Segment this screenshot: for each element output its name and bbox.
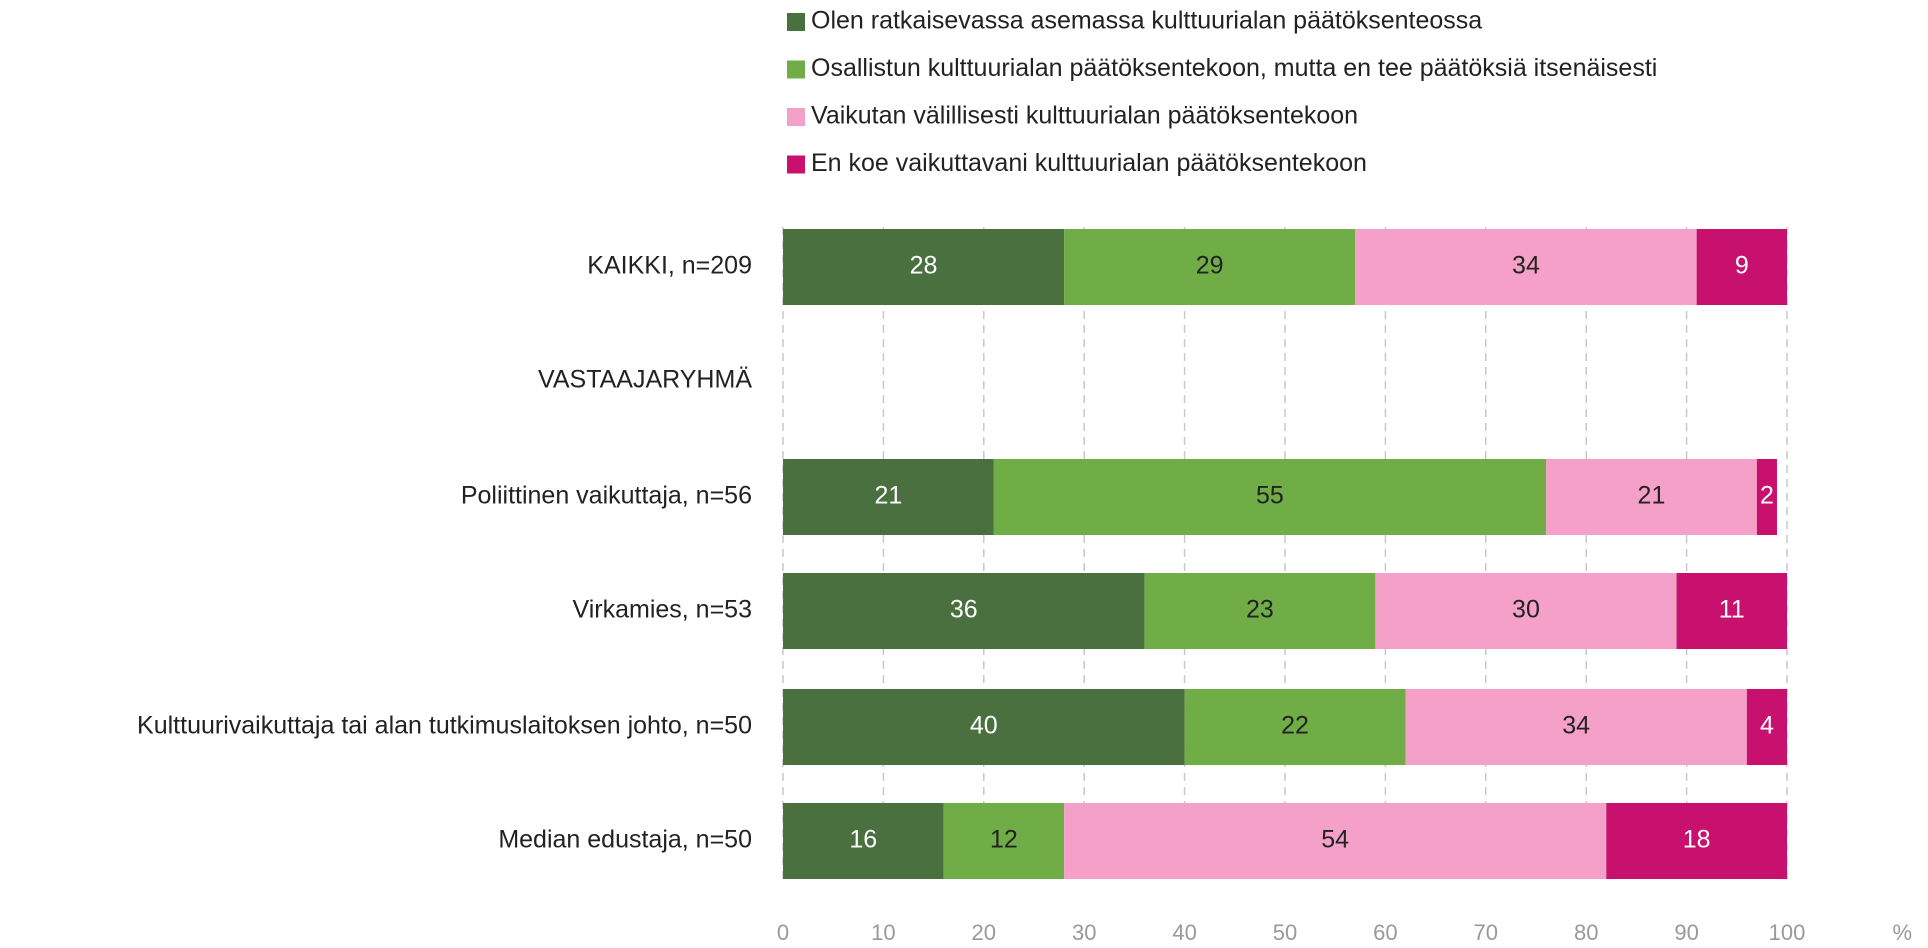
- value-label: 40: [970, 712, 998, 740]
- value-label: 4: [1760, 712, 1774, 740]
- value-label: 22: [1281, 712, 1309, 740]
- legend-label: Vaikutan välillisesti kulttuurialan päät…: [811, 102, 1358, 130]
- legend-label: Osallistun kulttuurialan päätöksentekoon…: [811, 54, 1657, 82]
- value-label: 21: [875, 482, 903, 510]
- bar-segment: [1546, 459, 1757, 535]
- bar-segment: [1676, 573, 1787, 649]
- value-label: 54: [1321, 826, 1349, 854]
- bar-segment: [1355, 229, 1697, 305]
- x-tick-label: 20: [972, 920, 996, 945]
- value-label: 28: [910, 252, 938, 280]
- legend-label: En koe vaikuttavani kulttuurialan päätök…: [811, 149, 1367, 177]
- bar-segment: [1375, 573, 1677, 649]
- x-tick-label: 60: [1373, 920, 1397, 945]
- bar-segment: [1064, 803, 1607, 879]
- legend-swatch: [787, 13, 805, 31]
- x-tick-label: 30: [1072, 920, 1096, 945]
- bar-segment: [783, 459, 994, 535]
- value-label: 34: [1562, 712, 1590, 740]
- bar-segment: [1405, 689, 1747, 765]
- x-tick-label: 70: [1474, 920, 1498, 945]
- legend-label: Olen ratkaisevassa asemassa kulttuuriala…: [811, 7, 1482, 35]
- value-label: 11: [1719, 596, 1745, 624]
- bar-segment: [783, 803, 944, 879]
- category-label: Kulttuurivaikuttaja tai alan tutkimuslai…: [137, 712, 752, 740]
- bar-segment: [783, 229, 1065, 305]
- x-tick-label: 10: [871, 920, 895, 945]
- x-tick-label: 50: [1273, 920, 1297, 945]
- legend-swatch: [787, 108, 805, 126]
- category-label: VASTAAJARYHMÄ: [538, 366, 752, 394]
- value-label: 29: [1196, 252, 1224, 280]
- bar-segment: [993, 459, 1547, 535]
- category-label: KAIKKI, n=209: [587, 252, 752, 280]
- x-tick-label: 100: [1769, 920, 1806, 945]
- bar-segment: [1696, 229, 1787, 305]
- x-tick-label: 90: [1674, 920, 1698, 945]
- bar-segment: [783, 689, 1185, 765]
- legend-swatch: [787, 60, 805, 79]
- value-label: 2: [1760, 482, 1774, 510]
- bar-segment: [783, 573, 1145, 649]
- value-label: 12: [990, 826, 1018, 854]
- category-label: Median edustaja, n=50: [498, 826, 752, 854]
- bar-segment: [1064, 229, 1356, 305]
- x-axis-label: %: [1892, 920, 1912, 945]
- bar-segment: [1746, 689, 1787, 765]
- legend-swatch: [787, 155, 805, 174]
- bar-segment: [943, 803, 1065, 879]
- value-label: 18: [1683, 826, 1711, 854]
- value-label: 23: [1246, 596, 1274, 624]
- value-label: 55: [1256, 482, 1284, 510]
- value-label: 21: [1638, 482, 1666, 510]
- value-label: 34: [1512, 252, 1540, 280]
- bar-segment: [1184, 689, 1406, 765]
- bar-segment: [1606, 803, 1787, 879]
- category-label: Virkamies, n=53: [573, 596, 753, 624]
- value-label: 9: [1735, 252, 1749, 280]
- x-tick-label: 0: [777, 920, 789, 945]
- x-tick-label: 80: [1574, 920, 1598, 945]
- value-label: 30: [1512, 596, 1540, 624]
- category-label: Poliittinen vaikuttaja, n=56: [461, 482, 752, 510]
- bar-segment: [1144, 573, 1376, 649]
- x-tick-label: 40: [1172, 920, 1196, 945]
- value-label: 16: [849, 826, 877, 854]
- value-label: 36: [950, 596, 978, 624]
- bar-segment: [1756, 459, 1777, 535]
